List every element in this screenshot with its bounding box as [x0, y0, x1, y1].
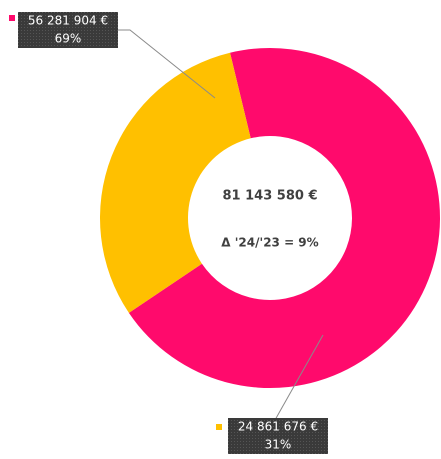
- slice: [128, 48, 440, 389]
- annotation: Δ '24/'23 = 9%: [221, 236, 318, 250]
- leader-line: [274, 334, 324, 421]
- slice: [99, 52, 251, 313]
- percentage-label: 31%: [265, 438, 292, 452]
- percentage-label: 69%: [55, 32, 82, 46]
- value-label: 24 861 676 €: [238, 420, 318, 434]
- total-label: 81 143 580 €: [223, 189, 318, 204]
- legend-marker: [9, 15, 15, 21]
- value-label: 56 281 904 €: [28, 14, 108, 28]
- leader-line: [118, 29, 216, 99]
- label-box: [18, 12, 118, 48]
- legend-marker: [216, 424, 222, 430]
- label-box: [228, 418, 328, 454]
